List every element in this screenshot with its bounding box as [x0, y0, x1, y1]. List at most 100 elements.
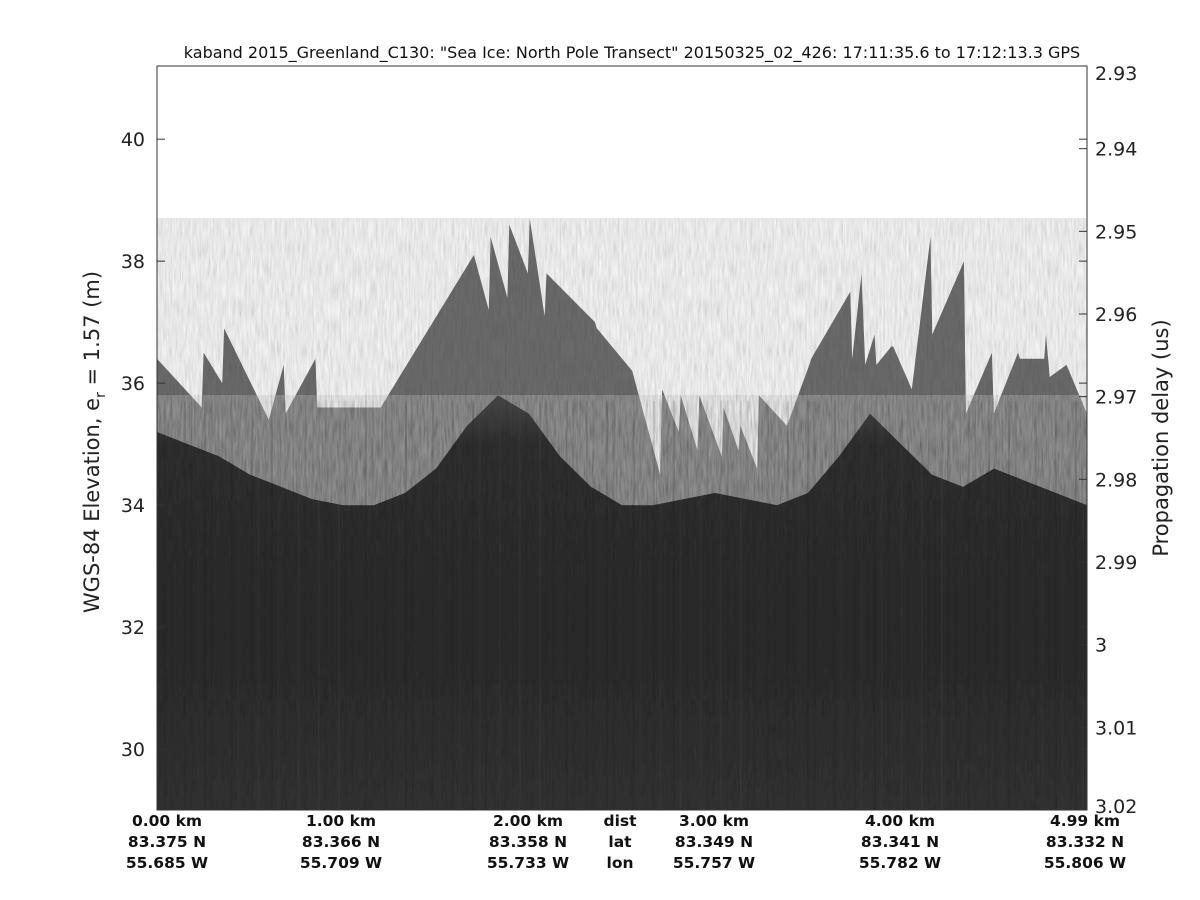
- distance-label: 4.99 km: [1050, 812, 1120, 830]
- right-tick-label: 2.94: [1095, 139, 1137, 161]
- texture-stripe: [699, 400, 702, 810]
- texture-stripe: [264, 401, 266, 810]
- texture-stripe: [733, 401, 735, 810]
- texture-stripe: [579, 401, 581, 810]
- texture-stripe: [451, 400, 454, 810]
- texture-stripe: [297, 400, 300, 810]
- texture-stripe: [934, 401, 936, 810]
- texture-stripe: [873, 400, 876, 810]
- texture-stripe: [250, 400, 253, 810]
- texture-stripe: [311, 401, 313, 810]
- left-axis-label-subscript: r: [93, 392, 109, 398]
- left-tick-label: 32: [121, 617, 145, 639]
- row-caption: lon: [607, 854, 634, 872]
- texture-stripe: [197, 401, 199, 810]
- texture-stripe: [418, 400, 421, 810]
- vertical-texture: [158, 400, 1084, 810]
- texture-stripe: [465, 401, 467, 810]
- texture-stripe: [739, 400, 742, 810]
- texture-stripe: [639, 400, 642, 810]
- texture-stripe: [686, 400, 689, 810]
- texture-stripe: [431, 400, 434, 810]
- texture-stripe: [552, 400, 555, 810]
- texture-stripe: [237, 400, 240, 810]
- texture-stripe: [210, 400, 213, 810]
- texture-stripe: [1034, 400, 1037, 810]
- texture-stripe: [391, 400, 394, 810]
- left-tick-label: 38: [121, 251, 145, 273]
- texture-stripe: [920, 400, 923, 810]
- texture-stripe: [257, 400, 260, 810]
- texture-stripe: [471, 400, 474, 810]
- texture-stripe: [887, 400, 890, 810]
- texture-stripe: [478, 400, 481, 810]
- texture-stripe: [766, 400, 769, 810]
- texture-stripe: [954, 400, 957, 810]
- left-tick-label: 30: [121, 739, 145, 761]
- texture-stripe: [652, 400, 655, 810]
- texture-stripe: [994, 400, 997, 810]
- texture-stripe: [927, 400, 930, 810]
- latitude-label: 83.366 N: [302, 833, 380, 851]
- texture-stripe: [592, 400, 595, 810]
- texture-stripe: [203, 400, 206, 810]
- distance-label: 3.00 km: [679, 812, 749, 830]
- texture-stripe: [177, 401, 179, 810]
- texture-stripe: [900, 400, 903, 810]
- texture-stripe: [277, 400, 280, 810]
- texture-stripe: [337, 400, 340, 810]
- texture-stripe: [726, 400, 729, 810]
- right-tick-label: 3: [1095, 635, 1107, 657]
- texture-stripe: [384, 400, 387, 810]
- texture-stripe: [780, 401, 782, 810]
- right-axis-label: Propagation delay (us): [1149, 319, 1173, 556]
- right-tick-label: 2.96: [1095, 304, 1137, 326]
- right-tick-label: 2.99: [1095, 552, 1137, 574]
- longitude-label: 55.806 W: [1044, 854, 1126, 872]
- texture-stripe: [538, 400, 541, 810]
- texture-stripe: [786, 400, 789, 810]
- latitude-label: 83.358 N: [489, 833, 567, 851]
- texture-stripe: [230, 400, 233, 810]
- chart-title: kaband 2015_Greenland_C130: "Sea Ice: No…: [184, 43, 1080, 63]
- texture-stripe: [1021, 400, 1024, 810]
- row-caption: dist: [603, 812, 637, 830]
- left-tick-label: 34: [121, 495, 145, 517]
- texture-stripe: [183, 400, 186, 810]
- latitude-label: 83.375 N: [128, 833, 206, 851]
- texture-stripe: [813, 400, 816, 810]
- texture-stripe: [672, 400, 675, 810]
- texture-stripe: [940, 400, 943, 810]
- left-axis-label-main: WGS-84 Elevation, e: [80, 398, 104, 613]
- subsurface-dark-layer: [157, 395, 1087, 810]
- texture-stripe: [244, 401, 246, 810]
- texture-stripe: [518, 400, 521, 810]
- texture-stripe: [1074, 400, 1077, 810]
- right-tick-label: 2.95: [1095, 221, 1137, 243]
- texture-stripe: [458, 400, 461, 810]
- bottom-axis-labels: 0.00 km 1.00 km 2.00 km 3.00 km 4.00 km 4.99 …: [126, 812, 1126, 872]
- texture-stripe: [599, 401, 601, 810]
- right-tick-label: 2.93: [1095, 63, 1137, 85]
- longitude-label: 55.709 W: [300, 854, 382, 872]
- latitude-label: 83.349 N: [675, 833, 753, 851]
- texture-stripe: [666, 401, 668, 810]
- texture-stripe: [659, 400, 662, 810]
- texture-stripe: [485, 400, 488, 810]
- texture-stripe: [163, 400, 166, 810]
- longitude-label: 55.685 W: [126, 854, 208, 872]
- texture-stripe: [853, 400, 856, 810]
- texture-stripe: [398, 401, 400, 810]
- texture-stripe: [1048, 401, 1050, 810]
- texture-stripe: [719, 400, 722, 810]
- texture-stripe: [445, 401, 447, 810]
- texture-stripe: [860, 400, 863, 810]
- texture-stripe: [411, 400, 414, 810]
- texture-stripe: [1061, 400, 1064, 810]
- texture-stripe: [1014, 400, 1017, 810]
- texture-stripe: [344, 400, 347, 810]
- left-axis-label-tail: = 1.57 (m): [80, 271, 104, 392]
- texture-stripe: [947, 400, 950, 810]
- texture-stripe: [217, 400, 220, 810]
